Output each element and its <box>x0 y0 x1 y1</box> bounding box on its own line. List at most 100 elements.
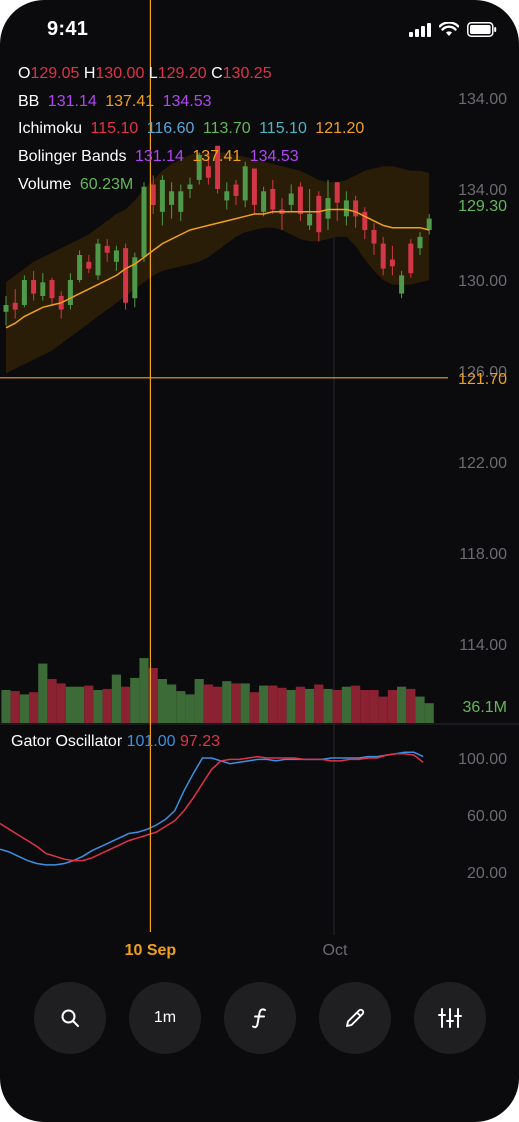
y-tick-label: 122.00 <box>458 455 507 472</box>
ohlc-low-value: 129.20 <box>157 65 207 82</box>
volume-bar <box>56 683 66 723</box>
y-tick-label: 130.00 <box>458 273 507 290</box>
legend-ohlc: O129.05 H130.00 L129.20 C130.25 <box>18 60 364 88</box>
gator-y-tick-label: 100.00 <box>458 751 507 768</box>
ohlc-high-label: H <box>83 65 96 82</box>
bottom-toolbar: 1m <box>0 982 519 1054</box>
ohlc-close-value: 130.25 <box>222 65 272 82</box>
bb-value-2: 137.41 <box>105 92 155 110</box>
volume-bar <box>341 686 351 723</box>
ohlc-high-value: 130.00 <box>95 65 145 82</box>
ichimoku-value-4: 115.10 <box>259 120 307 138</box>
ichimoku-value-1: 115.10 <box>90 120 139 138</box>
x-label-crosshair: 10 Sep <box>125 942 177 959</box>
interval-label: 1m <box>153 1009 177 1026</box>
gator-line-2 <box>0 752 424 862</box>
volume-bar <box>29 692 39 723</box>
candle <box>325 198 331 219</box>
volume-bar <box>10 691 20 723</box>
settings-button[interactable] <box>414 982 486 1054</box>
volume-bar <box>314 684 324 723</box>
volume-bar <box>75 686 85 723</box>
volume-label: Volume <box>18 175 72 193</box>
gator-line-1 <box>0 751 424 866</box>
candle <box>380 243 386 269</box>
candle <box>178 191 184 212</box>
ichimoku-value-3: 113.70 <box>202 120 251 138</box>
status-time: 9:41 <box>47 18 89 40</box>
candle <box>86 261 92 269</box>
candle <box>123 248 129 303</box>
candle <box>362 211 368 230</box>
interval-button[interactable]: 1m <box>129 982 201 1054</box>
volume-bar <box>387 690 397 723</box>
candle <box>12 302 18 310</box>
search-button[interactable] <box>34 982 106 1054</box>
candle <box>297 186 303 214</box>
volume-bar <box>93 690 103 723</box>
moving-average-line <box>5 208 430 329</box>
volume-bar <box>213 686 223 723</box>
volume-bar <box>176 691 186 723</box>
candle <box>67 280 73 305</box>
candle <box>196 154 202 180</box>
volume-bar <box>222 681 232 723</box>
y-tick-label: 114.00 <box>459 637 507 654</box>
volume-bar <box>240 683 250 723</box>
ohlc-open-label: O <box>18 65 31 82</box>
volume-bar <box>406 688 416 723</box>
volume-bar <box>424 703 434 723</box>
indicator-legend: O129.05 H130.00 L129.20 C130.25 BB 131.1… <box>18 60 364 199</box>
volume-bar <box>295 686 305 723</box>
indicators-button[interactable] <box>224 982 296 1054</box>
volume-bar <box>397 686 407 723</box>
signal-icon <box>409 22 431 37</box>
volume-bar <box>111 674 121 723</box>
volume-value: 60.23M <box>79 175 134 193</box>
volume-bar <box>130 677 140 723</box>
candle <box>251 168 257 205</box>
gator-value-1: 101.00 <box>126 733 176 750</box>
candle <box>187 184 193 189</box>
search-icon <box>61 1009 79 1027</box>
last-price-label: 129.30 <box>458 198 507 215</box>
bollinger-label: Bolinger Bands <box>18 148 127 166</box>
draw-button[interactable] <box>319 982 391 1054</box>
candle <box>417 236 423 249</box>
volume-bar <box>38 663 48 723</box>
candle <box>242 166 248 201</box>
volume-bar <box>139 658 149 723</box>
volume-bar <box>203 684 213 723</box>
volume-bar <box>415 696 425 723</box>
y-tick-label: 134.00 <box>458 182 507 199</box>
bb-value-1: 131.14 <box>47 92 97 110</box>
candle <box>353 200 359 217</box>
gator-legend: Gator Oscillator 101.00 97.23 <box>11 733 220 751</box>
legend-ichimoku: Ichimoku 115.10 116.60 113.70 115.10 121… <box>18 115 364 143</box>
bollinger-value-1: 131.14 <box>134 148 184 166</box>
candle <box>426 218 432 230</box>
candle <box>40 282 46 296</box>
legend-volume: Volume 60.23M <box>18 171 364 199</box>
volume-bar <box>277 687 287 723</box>
battery-icon <box>467 22 497 37</box>
candle <box>343 200 349 217</box>
candle <box>150 184 156 205</box>
volume-bar <box>65 686 75 723</box>
status-icons <box>409 22 497 37</box>
volume-bar <box>323 688 333 723</box>
candle <box>408 243 414 274</box>
function-icon <box>252 1008 266 1029</box>
ohlc-open-value: 129.05 <box>30 65 80 82</box>
candle <box>316 195 322 233</box>
candle <box>3 305 9 312</box>
ichimoku-value-5: 121.20 <box>315 120 365 138</box>
sliders-icon <box>438 1008 462 1028</box>
x-label-oct: Oct <box>323 942 348 959</box>
candle <box>389 259 395 267</box>
y-tick-label: 126.00 <box>458 364 507 381</box>
candle <box>261 191 267 212</box>
gator-label: Gator Oscillator <box>11 733 123 750</box>
